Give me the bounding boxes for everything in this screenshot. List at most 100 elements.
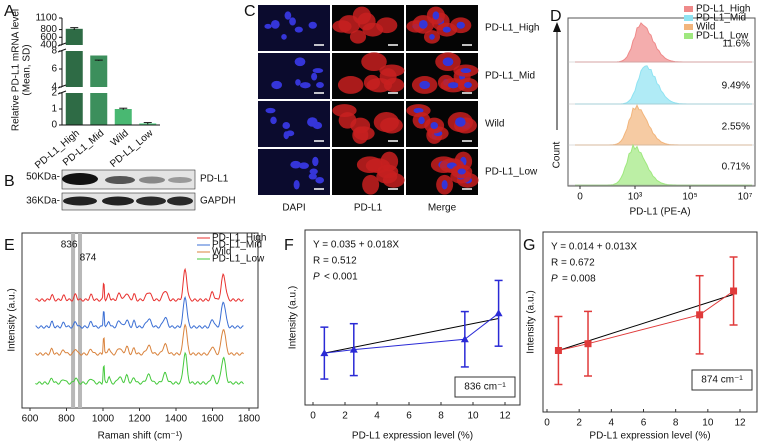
nucleus [308, 21, 317, 29]
column-label: Merge [428, 203, 457, 214]
cell [349, 30, 367, 44]
y-axis-label: (Mean, SD) [22, 44, 33, 95]
blot-band [139, 176, 165, 184]
x-tick-label: 8 [438, 411, 444, 422]
nucleus [298, 162, 309, 169]
marker [349, 345, 358, 353]
panel-label: G [523, 237, 535, 254]
x-tick-label: 12 [499, 411, 511, 422]
y-axis-label: Intensity (a.u.) [7, 288, 18, 351]
legend-label: PD-L1_Mid [212, 240, 262, 251]
nucleus [312, 68, 324, 74]
data-line [558, 290, 734, 351]
nucleus [419, 80, 431, 90]
column-label: DAPI [282, 203, 305, 214]
y-axis-label: Relative PD-L1 mRNA level [11, 9, 22, 131]
column-label: PD-L1 [354, 203, 383, 214]
blot-band [167, 196, 193, 206]
x-tick-label: 8 [673, 418, 679, 429]
panel-label: B [4, 173, 15, 190]
y-axis-label: Count [552, 141, 563, 168]
x-tick-label: 10 [467, 411, 479, 422]
blot-marker: 50KDa- [26, 172, 60, 183]
y-tick-label: 1 [51, 104, 57, 115]
p-value: < 0.001 [324, 272, 358, 283]
gate-percent: 0.71% [722, 162, 750, 173]
nucleus [282, 121, 291, 130]
legend-label: PD-L1_Low [696, 31, 749, 42]
y-tick-label: 6 [51, 64, 57, 75]
x-tick-label: 2 [342, 411, 348, 422]
y-axis-label: Intensity (a.u.) [526, 290, 537, 353]
panel-label: A [4, 3, 15, 20]
marker [320, 349, 329, 357]
nucleus [430, 121, 439, 130]
x-tick-label: 1200 [128, 414, 151, 425]
cell [362, 22, 384, 37]
nucleus [294, 57, 306, 67]
nucleus [294, 26, 303, 33]
nucleus [270, 116, 277, 125]
y-tick-label: 0 [51, 120, 57, 131]
panel-label: E [4, 237, 15, 254]
nucleus [432, 11, 440, 20]
y-tick-label: 600 [40, 32, 57, 43]
axis-break [56, 87, 160, 93]
legend-swatch [684, 6, 693, 12]
x-tick-label: 600 [22, 414, 39, 425]
spectrum [35, 351, 244, 385]
nucleus [464, 82, 472, 89]
y-tick-label: 8 [51, 46, 57, 57]
x-tick-label: 10⁷ [738, 192, 753, 203]
y-tick-label: 2 [51, 88, 57, 99]
blot-band [136, 196, 166, 206]
p-symbol: P [551, 274, 558, 285]
equation: Y = 0.014 + 0.013X [551, 242, 637, 253]
nucleus [311, 72, 318, 81]
x-tick-label: 4 [609, 418, 615, 429]
row-label: PD-L1_Mid [485, 71, 535, 82]
nucleus [442, 57, 454, 67]
axis-break [56, 45, 160, 51]
plot-frame [567, 17, 756, 187]
y-tick-label: 400 [40, 40, 57, 51]
band-box [691, 369, 753, 391]
data-line [324, 312, 499, 354]
legend-swatch [684, 33, 693, 39]
nucleus [299, 82, 311, 89]
nucleus [441, 179, 448, 190]
x-tick-label: 6 [641, 418, 647, 429]
cell [379, 64, 405, 77]
spectrum [35, 267, 244, 302]
cell [362, 174, 380, 195]
row-label: PD-L1_High [485, 23, 539, 34]
r-value: R = 0.512 [313, 256, 357, 267]
cell [352, 6, 371, 25]
x-tick-label: 4 [374, 411, 380, 422]
legend-swatch [684, 15, 693, 21]
blot-protein: PD-L1 [200, 174, 229, 185]
x-tick-label: 1600 [201, 414, 224, 425]
cell [373, 112, 399, 133]
band-label: 874 [80, 253, 97, 264]
blot-band [63, 196, 97, 206]
gate-percent: 2.55% [722, 122, 750, 133]
legend-swatch [684, 24, 693, 30]
nucleus [442, 26, 451, 33]
x-tick-label: 10⁵ [682, 192, 697, 203]
nucleus [312, 156, 319, 167]
band-label: 836 [61, 240, 78, 251]
x-tick-label: 12 [734, 418, 746, 429]
cell [377, 164, 399, 179]
marker [554, 347, 562, 354]
x-tick-label: 0 [544, 418, 550, 429]
nucleus [264, 23, 272, 29]
nucleus [293, 179, 300, 190]
x-tick-label: 1400 [165, 414, 188, 425]
x-axis-label: PD-L1 expression level (%) [352, 431, 473, 442]
marker [584, 340, 592, 348]
bar [114, 109, 132, 125]
legend-label: PD-L1_Low [212, 254, 265, 265]
nucleus [418, 20, 428, 29]
